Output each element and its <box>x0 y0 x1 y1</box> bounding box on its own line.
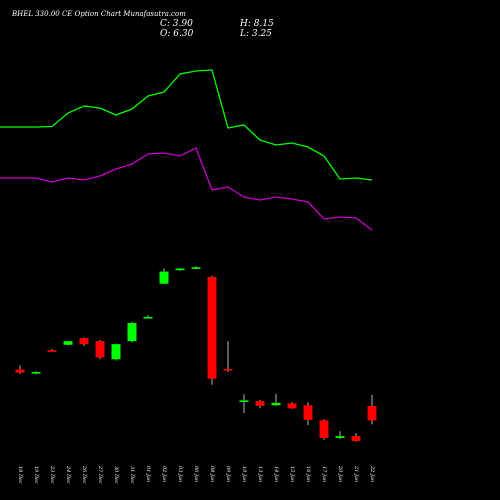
candle-body <box>191 267 201 269</box>
x-tick-label: 09 Jan <box>225 466 231 482</box>
x-tick-label: 13 Jan <box>257 466 263 482</box>
chart-title: BHEL 330.00 CE Option Chart Munafasutra.… <box>12 10 186 18</box>
candle-body <box>127 323 137 342</box>
candle-body <box>111 344 121 360</box>
close-value: C: 3.90 <box>160 19 193 29</box>
x-tick-label: 24 Dec <box>65 465 71 484</box>
lower-indicator-line <box>0 147 373 231</box>
x-tick-label: 30 Dec <box>113 466 119 484</box>
candle-body <box>95 341 105 358</box>
candle-body <box>63 341 73 345</box>
x-tick-label: 03 Jan <box>177 466 183 482</box>
upper-indicator-line <box>0 69 373 181</box>
candle-body <box>175 268 185 271</box>
candle-body <box>207 277 217 379</box>
candle-body <box>223 368 233 371</box>
x-tick-label: 21 Jan <box>353 465 359 482</box>
candle-body <box>159 271 169 284</box>
x-tick-label: 19 Dec <box>33 466 39 484</box>
x-tick-label: 10 Jan <box>241 466 247 482</box>
candle-body <box>367 405 377 421</box>
candle-body <box>47 350 57 352</box>
x-tick-label: 27 Dec <box>97 465 103 484</box>
x-tick-label: 01 Jan <box>145 466 151 482</box>
candle-body <box>79 338 89 345</box>
candle-body <box>319 420 329 438</box>
x-tick-label: 18 Dec <box>17 466 23 484</box>
x-tick-label: 16 Jan <box>305 466 311 482</box>
x-tick-label: 23 Dec <box>49 465 55 484</box>
x-tick-label: 17 Jan <box>321 466 327 482</box>
x-tick-label: 08 Jan <box>209 466 215 482</box>
candle-body <box>15 369 25 373</box>
candle-body <box>303 405 313 420</box>
candle-body <box>335 436 345 438</box>
x-tick-label: 02 Jan <box>161 466 167 482</box>
x-tick-label: 26 Dec <box>81 465 87 484</box>
candle-body <box>31 372 41 374</box>
candle-body <box>271 402 281 406</box>
candle-body <box>143 316 153 319</box>
candle-body <box>287 403 297 409</box>
x-tick-label: 22 Jan <box>369 465 375 482</box>
x-tick-label: 14 Jan <box>273 466 279 482</box>
low-value: L: 3.25 <box>240 29 272 39</box>
candle-body <box>351 436 361 441</box>
high-value: H: 8.15 <box>240 19 274 29</box>
x-tick-label: 31 Dec <box>129 466 135 484</box>
open-value: O: 6.30 <box>160 29 194 39</box>
x-tick-label: 15 Jan <box>289 466 295 482</box>
candle-body <box>239 400 249 403</box>
x-tick-label: 06 Jan <box>193 466 199 482</box>
candle-body <box>255 401 265 406</box>
x-tick-label: 20 Jan <box>337 465 343 482</box>
